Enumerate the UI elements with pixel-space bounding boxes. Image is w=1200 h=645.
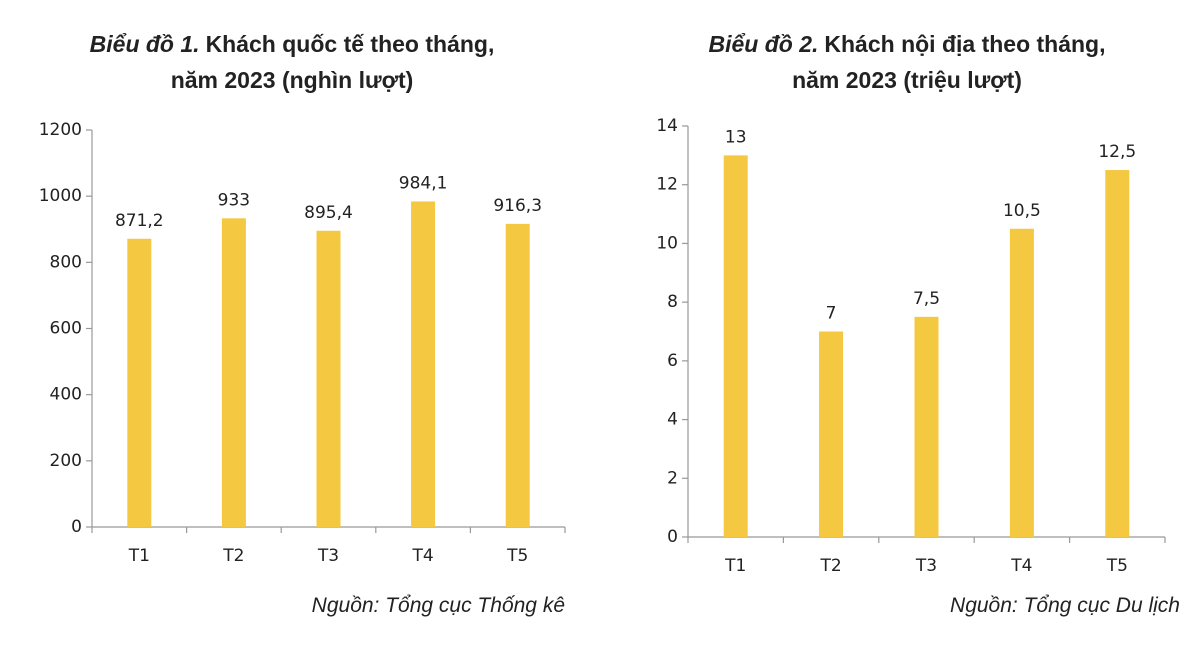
value-label: 871,2 (115, 211, 164, 231)
y-tick-label: 600 (50, 319, 82, 339)
x-tick-label: T4 (1010, 556, 1032, 576)
x-tick-label: T5 (506, 546, 528, 566)
value-label: 916,3 (493, 196, 542, 216)
value-label: 10,5 (1003, 201, 1041, 221)
y-tick-label: 4 (667, 410, 678, 430)
chart-title: Biểu đồ 1. Khách quốc tế theo tháng, (90, 31, 495, 57)
y-tick-label: 12 (656, 175, 678, 195)
value-label: 984,1 (399, 173, 448, 193)
title-text: Khách nội địa theo tháng, (824, 31, 1105, 57)
value-label: 933 (218, 190, 250, 210)
y-tick-label: 2 (667, 468, 678, 488)
y-tick-label: 0 (71, 517, 82, 537)
x-tick-label: T2 (819, 556, 841, 576)
source-note: Nguồn: Tổng cục Thống kê (312, 594, 565, 617)
bar (411, 201, 436, 527)
x-tick-label: T5 (1106, 556, 1128, 576)
bar (819, 331, 844, 537)
y-tick-label: 10 (656, 233, 678, 253)
chart: Biểu đồ 1. Khách quốc tế theo tháng, năm 2… (39, 31, 566, 617)
y-tick-label: 1000 (39, 186, 82, 206)
bar (914, 316, 939, 537)
value-label: 7,5 (913, 289, 940, 309)
chart-subtitle: năm 2023 (nghìn lượt) (171, 67, 414, 93)
value-label: 895,4 (304, 203, 353, 223)
bar (723, 155, 748, 537)
y-tick-label: 6 (667, 351, 678, 371)
y-tick-label: 800 (50, 252, 82, 272)
x-tick-label: T3 (317, 546, 339, 566)
x-tick-label: T1 (128, 546, 150, 566)
source-note: Nguồn: Tổng cục Du lịch (950, 594, 1180, 617)
x-tick-label: T2 (222, 546, 244, 566)
y-tick-label: 8 (667, 292, 678, 312)
y-tick-label: 1200 (39, 120, 82, 140)
bar (505, 223, 530, 527)
bar (221, 218, 246, 527)
chart-title: Biểu đồ 2. Khách nội địa theo tháng, (708, 31, 1105, 57)
chart-subtitle: năm 2023 (triệu lượt) (792, 67, 1022, 93)
x-tick-label: T1 (724, 556, 746, 576)
bar (127, 238, 152, 527)
y-tick-label: 200 (50, 451, 82, 471)
title-text: Khách quốc tế theo tháng, (206, 31, 495, 57)
chart: Biểu đồ 2. Khách nội địa theo tháng, năm 2… (656, 31, 1180, 617)
value-label: 12,5 (1098, 142, 1136, 162)
bar (1009, 228, 1034, 537)
y-tick-label: 400 (50, 385, 82, 405)
bar (1105, 170, 1130, 538)
value-label: 7 (826, 304, 837, 324)
value-label: 13 (725, 127, 747, 147)
y-tick-label: 14 (656, 116, 678, 136)
y-tick-label: 0 (667, 527, 678, 547)
x-tick-label: T4 (411, 546, 433, 566)
bar (316, 230, 341, 527)
x-tick-label: T3 (915, 556, 937, 576)
title-label: Biểu đồ 2. (708, 31, 818, 57)
title-label: Biểu đồ 1. (90, 31, 200, 57)
